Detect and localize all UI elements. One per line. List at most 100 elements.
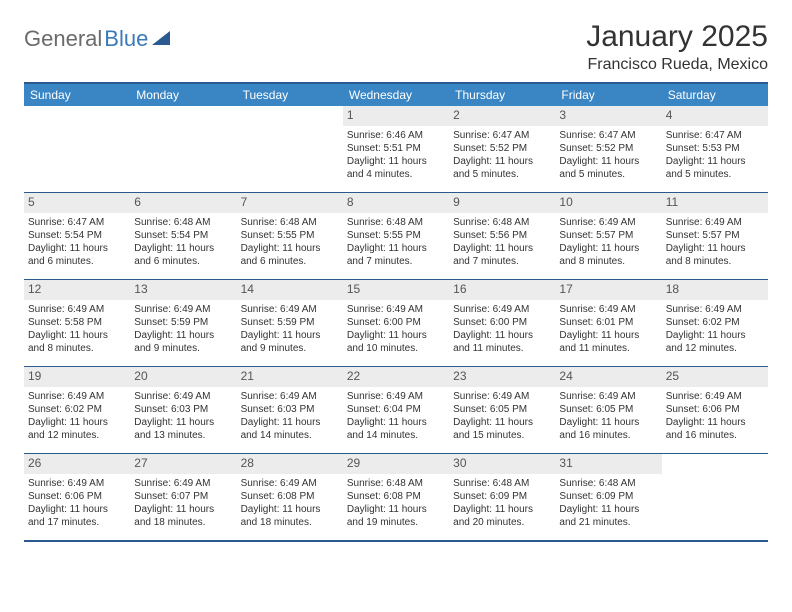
daylight-text: Daylight: 11 hours xyxy=(347,155,445,168)
daylight-text: Daylight: 11 hours xyxy=(666,329,764,342)
sunrise-text: Sunrise: 6:47 AM xyxy=(28,216,126,229)
day-number: 29 xyxy=(343,454,449,474)
day-number: 18 xyxy=(662,280,768,300)
sunrise-text: Sunrise: 6:48 AM xyxy=(241,216,339,229)
sunrise-text: Sunrise: 6:49 AM xyxy=(453,303,551,316)
daylight-text: Daylight: 11 hours xyxy=(241,242,339,255)
sunrise-text: Sunrise: 6:49 AM xyxy=(241,477,339,490)
day-cell: 26Sunrise: 6:49 AMSunset: 6:06 PMDayligh… xyxy=(24,454,130,540)
sunset-text: Sunset: 6:03 PM xyxy=(241,403,339,416)
day-cell: 15Sunrise: 6:49 AMSunset: 6:00 PMDayligh… xyxy=(343,280,449,366)
sunrise-text: Sunrise: 6:49 AM xyxy=(666,303,764,316)
daylight-text: Daylight: 11 hours xyxy=(559,155,657,168)
weekday-header: Thursday xyxy=(449,84,555,106)
sunset-text: Sunset: 6:07 PM xyxy=(134,490,232,503)
daylight-text: Daylight: 11 hours xyxy=(347,416,445,429)
day-cell: 3Sunrise: 6:47 AMSunset: 5:52 PMDaylight… xyxy=(555,106,661,192)
sunrise-text: Sunrise: 6:49 AM xyxy=(559,216,657,229)
day-number: 10 xyxy=(555,193,661,213)
sunset-text: Sunset: 5:52 PM xyxy=(453,142,551,155)
sunset-text: Sunset: 5:54 PM xyxy=(28,229,126,242)
daylight-text: Daylight: 11 hours xyxy=(666,242,764,255)
sunrise-text: Sunrise: 6:48 AM xyxy=(134,216,232,229)
day-number: 16 xyxy=(449,280,555,300)
day-cell: 18 Sunrise: 6:49 AMSunset: 6:02 PMDayligh… xyxy=(662,280,768,366)
day-cell: 27Sunrise: 6:49 AMSunset: 6:07 PMDayligh… xyxy=(130,454,236,540)
day-number: 24 xyxy=(555,367,661,387)
weekday-header: Tuesday xyxy=(237,84,343,106)
day-number: 8 xyxy=(343,193,449,213)
day-number xyxy=(662,454,768,474)
day-number: 23 xyxy=(449,367,555,387)
weekday-header: Saturday xyxy=(662,84,768,106)
week-row: 26Sunrise: 6:49 AMSunset: 6:06 PMDayligh… xyxy=(24,453,768,540)
day-cell: 21Sunrise: 6:49 AMSunset: 6:03 PMDayligh… xyxy=(237,367,343,453)
daylight-text: and 5 minutes. xyxy=(666,168,764,181)
sunset-text: Sunset: 6:08 PM xyxy=(347,490,445,503)
daylight-text: and 5 minutes. xyxy=(453,168,551,181)
sunset-text: Sunset: 5:57 PM xyxy=(666,229,764,242)
day-number: 17 xyxy=(555,280,661,300)
sunset-text: Sunset: 6:08 PM xyxy=(241,490,339,503)
day-cell: 20Sunrise: 6:49 AMSunset: 6:03 PMDayligh… xyxy=(130,367,236,453)
daylight-text: and 19 minutes. xyxy=(347,516,445,529)
week-row: 19Sunrise: 6:49 AMSunset: 6:02 PMDayligh… xyxy=(24,366,768,453)
day-number: 3 xyxy=(555,106,661,126)
sunrise-text: Sunrise: 6:49 AM xyxy=(134,303,232,316)
sunset-text: Sunset: 6:01 PM xyxy=(559,316,657,329)
sunrise-text: Sunrise: 6:49 AM xyxy=(559,390,657,403)
empty-day-cell xyxy=(24,106,130,192)
day-number: 4 xyxy=(662,106,768,126)
daylight-text: and 14 minutes. xyxy=(241,429,339,442)
day-cell: 30Sunrise: 6:48 AMSunset: 6:09 PMDayligh… xyxy=(449,454,555,540)
location-label: Francisco Rueda, Mexico xyxy=(586,56,768,74)
sunrise-text: Sunrise: 6:49 AM xyxy=(241,303,339,316)
daylight-text: Daylight: 11 hours xyxy=(241,503,339,516)
daylight-text: Daylight: 11 hours xyxy=(28,329,126,342)
day-number: 7 xyxy=(237,193,343,213)
daylight-text: and 17 minutes. xyxy=(28,516,126,529)
daylight-text: Daylight: 11 hours xyxy=(666,155,764,168)
day-cell: 31Sunrise: 6:48 AMSunset: 6:09 PMDayligh… xyxy=(555,454,661,540)
sunset-text: Sunset: 5:59 PM xyxy=(241,316,339,329)
sunset-text: Sunset: 6:09 PM xyxy=(453,490,551,503)
sunset-text: Sunset: 6:02 PM xyxy=(666,316,764,329)
weekday-header: Wednesday xyxy=(343,84,449,106)
sunrise-text: Sunrise: 6:49 AM xyxy=(134,477,232,490)
sunrise-text: Sunrise: 6:49 AM xyxy=(28,303,126,316)
sunset-text: Sunset: 6:09 PM xyxy=(559,490,657,503)
daylight-text: Daylight: 11 hours xyxy=(453,155,551,168)
sunrise-text: Sunrise: 6:49 AM xyxy=(28,390,126,403)
daylight-text: and 21 minutes. xyxy=(559,516,657,529)
daylight-text: Daylight: 11 hours xyxy=(347,503,445,516)
calendar: SundayMondayTuesdayWednesdayThursdayFrid… xyxy=(24,82,768,542)
header-row: General Blue January 2025 Francisco Rued… xyxy=(24,20,768,74)
weekday-header: Friday xyxy=(555,84,661,106)
empty-day-cell xyxy=(237,106,343,192)
day-number xyxy=(24,106,130,126)
sunset-text: Sunset: 6:05 PM xyxy=(453,403,551,416)
daylight-text: Daylight: 11 hours xyxy=(559,242,657,255)
sunset-text: Sunset: 5:55 PM xyxy=(241,229,339,242)
sunrise-text: Sunrise: 6:47 AM xyxy=(453,129,551,142)
sunrise-text: Sunrise: 6:47 AM xyxy=(666,129,764,142)
daylight-text: and 6 minutes. xyxy=(241,255,339,268)
day-number: 14 xyxy=(237,280,343,300)
day-number xyxy=(237,106,343,126)
logo-triangle-icon xyxy=(152,31,170,45)
sunrise-text: Sunrise: 6:48 AM xyxy=(559,477,657,490)
day-cell: 17Sunrise: 6:49 AMSunset: 6:01 PMDayligh… xyxy=(555,280,661,366)
sunset-text: Sunset: 6:00 PM xyxy=(453,316,551,329)
daylight-text: and 6 minutes. xyxy=(28,255,126,268)
sunrise-text: Sunrise: 6:49 AM xyxy=(666,390,764,403)
sunset-text: Sunset: 6:03 PM xyxy=(134,403,232,416)
sunrise-text: Sunrise: 6:48 AM xyxy=(347,216,445,229)
sunset-text: Sunset: 5:52 PM xyxy=(559,142,657,155)
weekday-header: Sunday xyxy=(24,84,130,106)
day-number: 13 xyxy=(130,280,236,300)
daylight-text: and 18 minutes. xyxy=(241,516,339,529)
day-cell: 24Sunrise: 6:49 AMSunset: 6:05 PMDayligh… xyxy=(555,367,661,453)
weekday-header-row: SundayMondayTuesdayWednesdayThursdayFrid… xyxy=(24,84,768,106)
daylight-text: Daylight: 11 hours xyxy=(453,503,551,516)
day-cell: 9Sunrise: 6:48 AMSunset: 5:56 PMDaylight… xyxy=(449,193,555,279)
